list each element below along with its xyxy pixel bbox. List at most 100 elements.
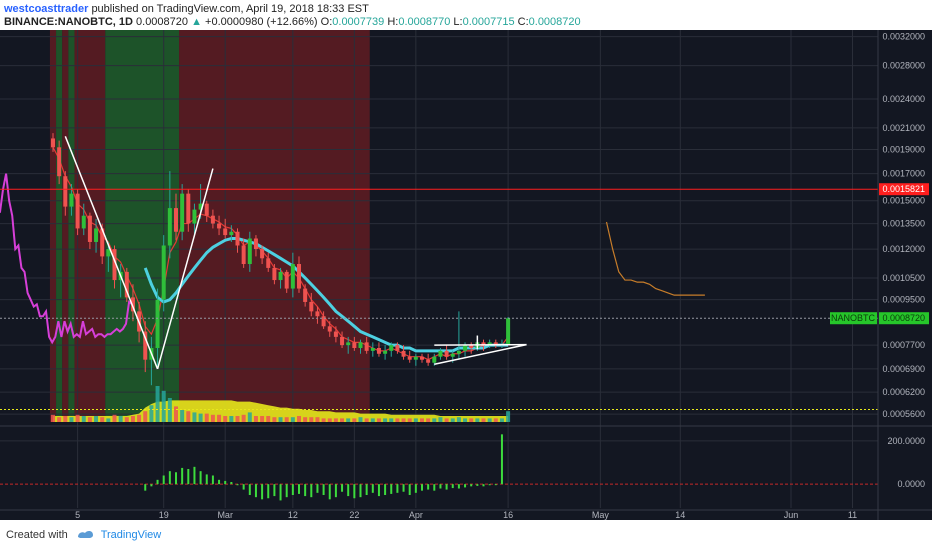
candle-body <box>389 345 394 351</box>
oscillator-pane <box>0 434 878 501</box>
osc-bar <box>304 484 307 497</box>
candle-body <box>204 203 209 216</box>
volume-bar <box>321 418 326 422</box>
ohlc-open-value: 0.0007739 <box>332 16 385 28</box>
candle-body <box>340 336 345 346</box>
candle-body <box>217 223 222 229</box>
candle-body <box>290 264 295 289</box>
candle-body <box>426 359 431 363</box>
time-tick-label: Apr <box>409 510 423 520</box>
time-tick-label: 12 <box>288 510 298 520</box>
volume-bar <box>309 417 314 422</box>
candle-body <box>266 258 271 268</box>
volume-bar <box>432 418 437 422</box>
volume-bar <box>69 417 74 422</box>
candle-body <box>450 353 455 357</box>
candle-body <box>438 350 443 357</box>
time-tick-label: 5 <box>75 510 80 520</box>
osc-bar <box>181 467 184 485</box>
osc-bar <box>470 484 473 487</box>
osc-bar <box>445 484 448 490</box>
osc-bar <box>359 484 362 498</box>
volume-bar <box>63 416 68 422</box>
change-value: +0.0000980 (+12.66%) <box>205 16 318 28</box>
osc-bar <box>211 475 214 485</box>
candle-body <box>161 245 166 300</box>
osc-bar <box>273 484 276 497</box>
volume-bar <box>223 416 228 422</box>
osc-bar <box>267 484 270 499</box>
volume-bars <box>51 386 511 422</box>
volume-bar <box>493 418 498 422</box>
candle-body <box>444 350 449 357</box>
symbol-label: BINANCE:NANOBTC, 1D <box>4 16 133 28</box>
volume-bar <box>149 405 154 422</box>
volume-bar <box>450 418 455 422</box>
osc-bar <box>254 484 257 498</box>
osc-bar <box>218 479 221 485</box>
current-price-tag <box>879 312 929 325</box>
candle-body <box>75 193 80 229</box>
candle-body <box>155 299 160 348</box>
osc-bar <box>433 484 436 491</box>
volume-bar <box>346 418 351 422</box>
osc-bar <box>150 484 153 487</box>
candle-body <box>198 203 203 210</box>
osc-bar <box>187 469 190 485</box>
osc-bar <box>236 484 239 486</box>
volume-bar <box>198 413 203 422</box>
osc-bar <box>427 484 430 490</box>
symbol-tag-label: NANOBTC <box>831 313 876 323</box>
price-tick-label: 0.0015000 <box>882 196 925 206</box>
price-tick-label: 0.0032000 <box>882 32 925 42</box>
volume-bar <box>376 418 381 422</box>
volume-bar <box>161 390 166 422</box>
osc-bar <box>464 484 467 488</box>
candle-body <box>241 245 246 265</box>
volume-bar <box>217 414 222 422</box>
osc-bar <box>396 484 399 493</box>
volume-bar <box>487 418 492 422</box>
volume-bar <box>51 414 55 422</box>
osc-bar <box>439 484 442 489</box>
author-link[interactable]: westcoasttrader <box>4 3 89 15</box>
time-tick-label: 22 <box>349 510 359 520</box>
volume-bar <box>100 417 105 422</box>
volume-bar <box>352 418 357 422</box>
osc-bar <box>402 484 405 492</box>
volume-bar <box>284 417 289 422</box>
candle-body <box>303 288 308 302</box>
time-tick-label: 16 <box>503 510 513 520</box>
tradingview-brand[interactable]: TradingView <box>100 529 162 541</box>
osc-bar <box>242 484 245 490</box>
trendline <box>64 136 159 370</box>
candle-body <box>506 318 511 345</box>
candle-body <box>278 271 283 281</box>
volume-bar <box>475 418 480 422</box>
candle-body <box>401 350 406 357</box>
osc-bar <box>384 484 387 495</box>
osc-bar <box>248 484 251 495</box>
price-tick-label: 0.0006900 <box>882 364 925 374</box>
volume-bar <box>481 418 486 422</box>
osc-bar <box>279 484 282 501</box>
osc-bar <box>347 484 350 497</box>
volume-bar <box>327 418 332 422</box>
volume-bar <box>174 406 178 422</box>
ohlc-open-label: O: <box>320 16 333 28</box>
osc-bar <box>199 471 202 485</box>
osc-bar <box>341 484 344 492</box>
volume-bar <box>278 417 283 422</box>
price-chart[interactable]: 0.0032000 0.0028000 0.0024000 0.0021000 0.00… <box>0 30 932 520</box>
zone-bull <box>56 30 63 422</box>
candle-body <box>352 342 357 348</box>
zone-bear <box>62 30 69 422</box>
trendline-drawings <box>0 136 878 411</box>
osc-bar <box>291 484 294 495</box>
osc-bar <box>390 484 393 494</box>
candle-body <box>315 311 320 317</box>
trend-zones <box>49 30 370 422</box>
volume-bar <box>204 413 209 422</box>
volume-bar <box>303 417 308 422</box>
candle-body <box>130 297 135 312</box>
